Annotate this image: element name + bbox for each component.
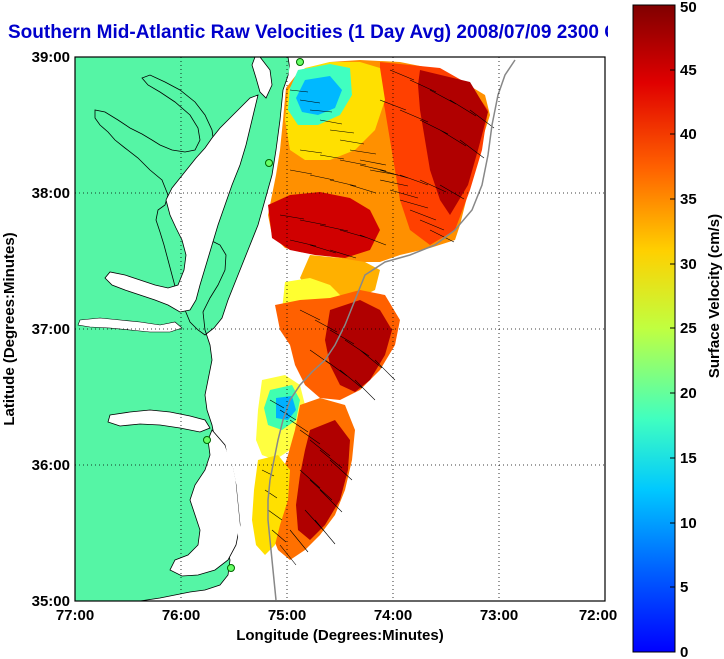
barrier-islands xyxy=(222,59,294,560)
grid-lines xyxy=(75,57,605,601)
colorbar-ticks xyxy=(670,4,675,653)
x-tick-label: 75:00 xyxy=(268,607,306,624)
colorbar-tick-label: 25 xyxy=(680,320,697,337)
colorbar-label: Surface Velocity (cm/s) xyxy=(706,214,723,378)
x-tick-label: 77:00 xyxy=(56,607,94,624)
colorbar-tick-label: 40 xyxy=(680,126,697,143)
colorbar-tick-label: 5 xyxy=(680,579,688,596)
albemarle-sound xyxy=(107,409,211,433)
colorbar xyxy=(632,4,676,653)
plot-frame xyxy=(74,56,606,602)
colorbar-tick-label: 0 xyxy=(680,644,688,659)
y-tick-label: 38:00 xyxy=(32,185,70,202)
james-river xyxy=(77,317,183,333)
bathymetry-contour xyxy=(267,59,516,601)
velocity-vectors xyxy=(261,69,495,566)
x-tick-label: 76:00 xyxy=(162,607,200,624)
colorbar-tick-label: 50 xyxy=(680,0,697,16)
y-tick-label: 36:00 xyxy=(32,457,70,474)
y-tick-label: 35:00 xyxy=(32,593,70,610)
radar-stations xyxy=(203,58,304,572)
y-tick-label: 37:00 xyxy=(32,321,70,338)
colorbar-tick-label: 45 xyxy=(680,62,697,79)
colorbar-tick-labels: 0 5 10 15 20 25 30 35 40 45 50 xyxy=(680,0,697,659)
x-tick-label: 74:00 xyxy=(374,607,412,624)
y-tick-labels: 39:00 38:00 37:00 36:00 35:00 xyxy=(32,49,70,610)
map-title: Southern Mid-Atlantic Raw Velocities (1 … xyxy=(8,22,608,43)
colorbar-tick-label: 30 xyxy=(680,256,697,273)
x-tick-labels: 77:00 76:00 75:00 74:00 73:00 72:00 xyxy=(56,607,617,624)
velocity-field xyxy=(252,60,490,560)
x-tick-label: 72:00 xyxy=(579,607,617,624)
colorbar-tick-label: 10 xyxy=(680,515,697,532)
colorbar-tick-label: 15 xyxy=(680,450,697,467)
chesapeake-bay xyxy=(104,94,259,313)
colorbar-tick-label: 20 xyxy=(680,385,697,402)
x-tick-label: 73:00 xyxy=(480,607,518,624)
delaware-bay xyxy=(251,57,273,99)
y-axis-label: Latitude (Degrees:Minutes) xyxy=(1,232,18,425)
y-tick-label: 39:00 xyxy=(32,49,70,66)
x-axis-label: Longitude (Degrees:Minutes) xyxy=(236,627,444,644)
colorbar-tick-label: 35 xyxy=(680,191,697,208)
